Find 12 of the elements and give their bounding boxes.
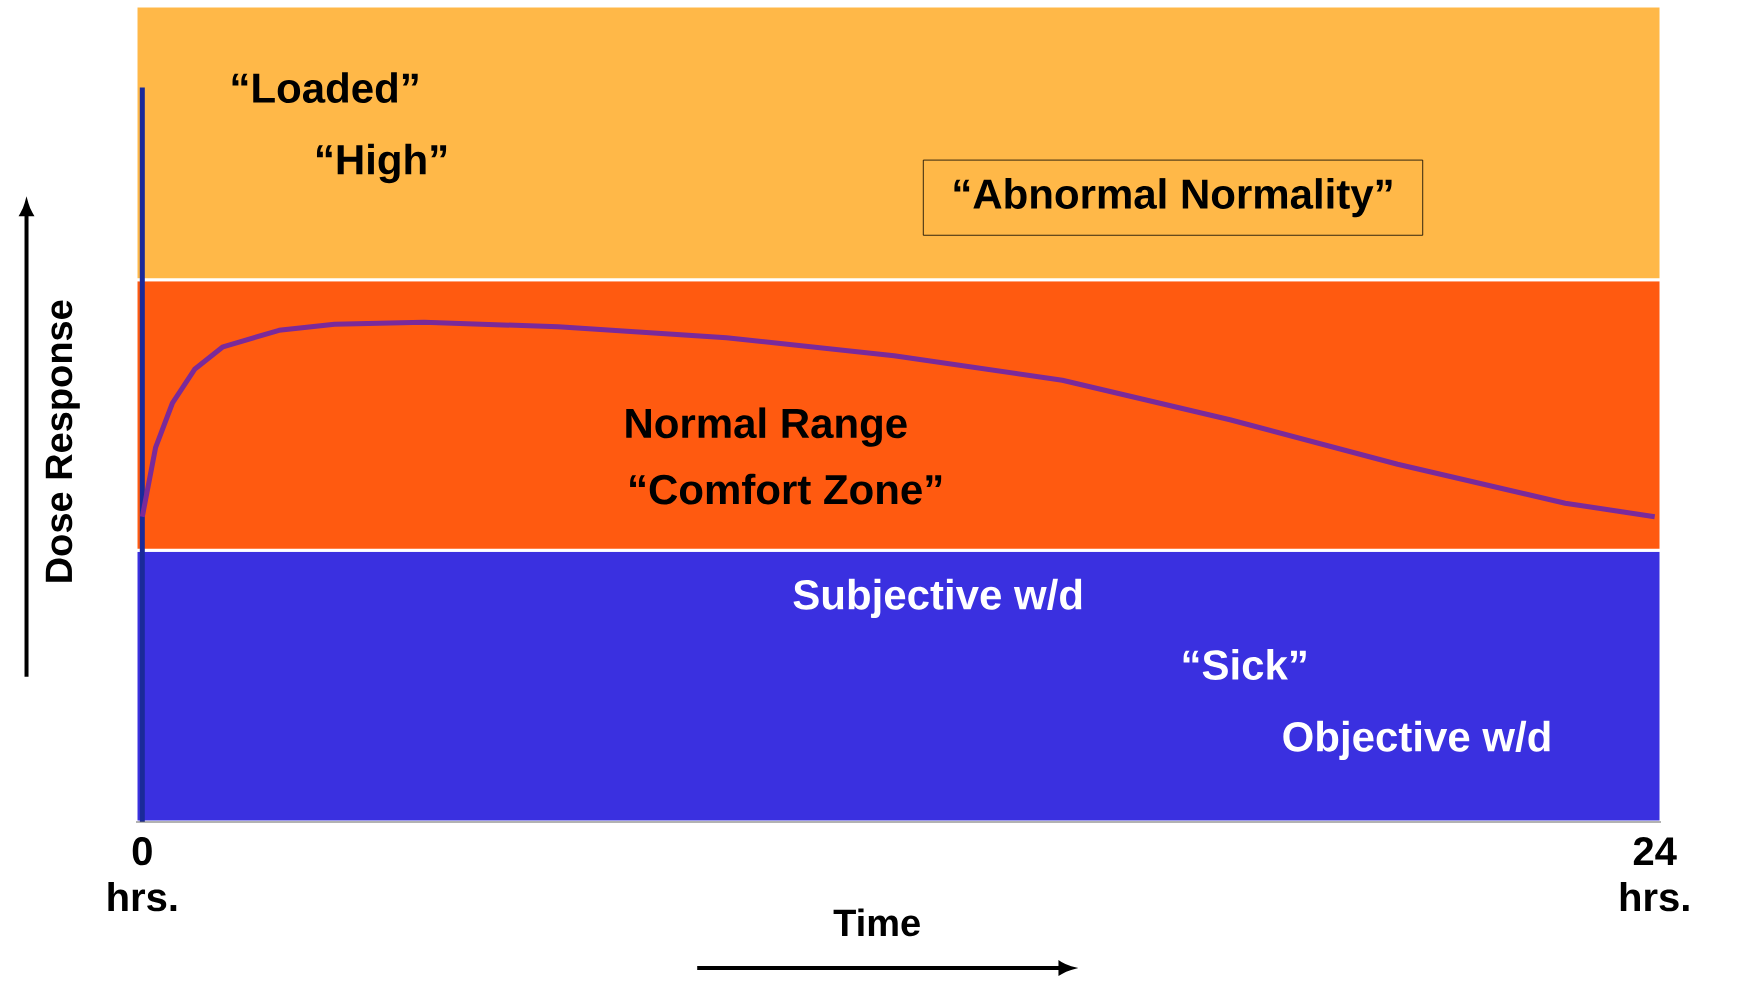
annotation: “Sick” <box>1183 649 1306 680</box>
x-tick-label: 24 hrs. <box>1620 837 1689 912</box>
text: “Loaded” <box>232 72 418 104</box>
x-axis-title: Time <box>833 908 920 937</box>
annotation: Objective w/d <box>1283 720 1550 760</box>
x-tick-label: 0 hrs. <box>108 837 177 912</box>
band-label: “Abnormal Normality” <box>954 178 1392 218</box>
annotation: Subjective w/d <box>793 578 1082 618</box>
text: “High” <box>316 143 447 184</box>
annotation: Normal Range <box>626 407 907 447</box>
annotation: “Comfort Zone” <box>630 473 942 505</box>
y-axis-title: Dose Response <box>45 300 80 582</box>
